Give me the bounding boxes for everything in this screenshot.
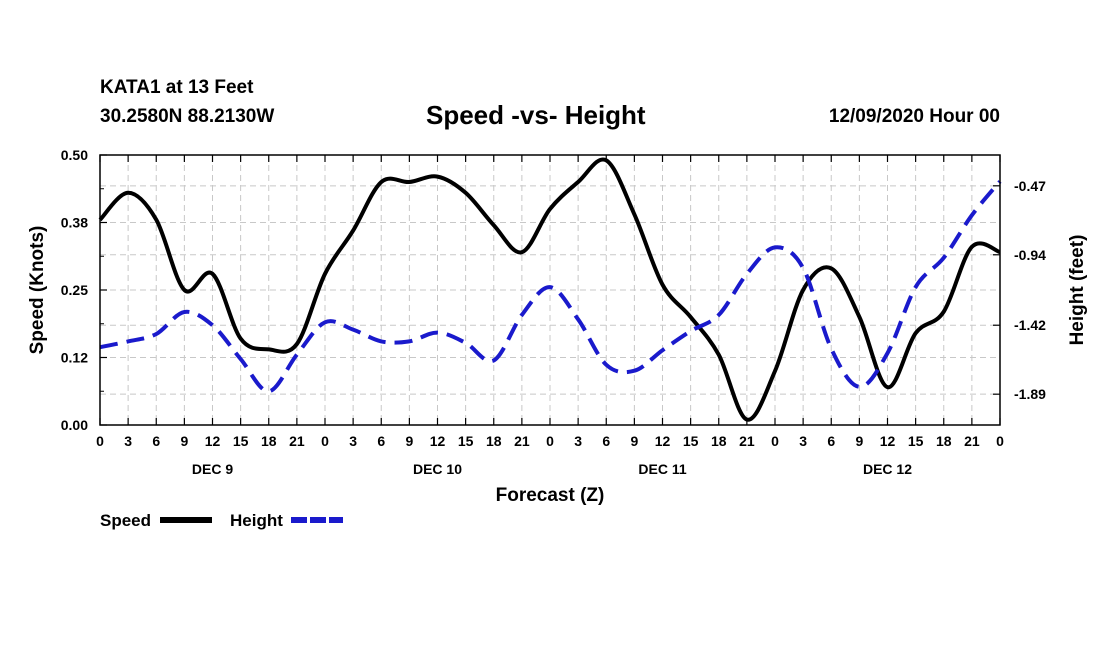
- frame-layer: [99, 154, 1001, 426]
- day-label: DEC 10: [413, 461, 462, 477]
- x-tick-label: 0: [546, 433, 554, 449]
- y-axis-title-left: Speed (Knots): [27, 226, 48, 355]
- y-tick-label-left: 0.12: [61, 350, 88, 366]
- series-layer: [98, 157, 1002, 422]
- x-tick-label: 9: [630, 433, 638, 449]
- y-tick-label-right: -1.89: [1014, 386, 1046, 402]
- x-tick-label: 18: [711, 433, 727, 449]
- x-axis-title: Forecast (Z): [496, 485, 605, 506]
- x-tick-label: 0: [96, 433, 104, 449]
- y-tick-label-right: -0.94: [1014, 247, 1046, 263]
- x-tick-label: 12: [205, 433, 221, 449]
- station-label: KATA1 at 13 Feet: [100, 77, 254, 98]
- x-tick-label: 9: [855, 433, 863, 449]
- y-tick-label-left: 0.50: [61, 147, 88, 163]
- datetime-label: 12/09/2020 Hour 00: [828, 106, 1000, 127]
- series-line-height: [99, 180, 1002, 394]
- x-tick-label: 15: [683, 433, 699, 449]
- x-tick-label: 0: [996, 433, 1004, 449]
- location-label: 30.2580N 88.2130W: [100, 106, 275, 127]
- y-tick-label-left: 0.00: [61, 417, 88, 433]
- x-tick-label: 18: [261, 433, 277, 449]
- x-tick-label: 6: [152, 433, 160, 449]
- x-tick-label: 15: [458, 433, 474, 449]
- x-tick-label: 21: [289, 433, 305, 449]
- x-tick-label: 3: [124, 433, 132, 449]
- day-label: DEC 11: [638, 461, 686, 477]
- x-tick-label: 18: [486, 433, 502, 449]
- x-tick-label: 15: [233, 433, 249, 449]
- x-tick-label: 12: [430, 433, 446, 449]
- legend-label-speed: Speed: [100, 511, 151, 530]
- x-tick-label: 18: [936, 433, 952, 449]
- text-layer: 0 3 6 9 12 15 18 21 0 3 6 9 12 15 18 21 0 3 6 9 12 15 18 21 0 3 6 9…: [27, 147, 1088, 506]
- chart-title: Speed -vs- Height: [426, 100, 646, 130]
- legend: Speed Height: [100, 511, 343, 530]
- x-tick-label: 6: [377, 433, 385, 449]
- x-tick-label: 21: [514, 433, 530, 449]
- grid-layer: [100, 155, 1000, 425]
- x-tick-label: 6: [602, 433, 610, 449]
- series-line-speed: [98, 157, 1001, 422]
- x-tick-label: 12: [655, 433, 671, 449]
- x-tick-label: 21: [739, 433, 755, 449]
- y-tick-label-right: -1.42: [1014, 317, 1046, 333]
- x-tick-label: 3: [349, 433, 357, 449]
- legend-label-height: Height: [230, 511, 283, 530]
- x-tick-label: 3: [574, 433, 582, 449]
- x-tick-label: 15: [908, 433, 924, 449]
- x-tick-label: 6: [827, 433, 835, 449]
- x-tick-label: 21: [964, 433, 980, 449]
- x-tick-label: 9: [405, 433, 413, 449]
- day-label: DEC 12: [863, 461, 912, 477]
- day-label: DEC 9: [192, 461, 233, 477]
- x-tick-label: 0: [321, 433, 329, 449]
- y-axis-title-right: Height (feet): [1067, 235, 1088, 346]
- x-tick-label: 0: [771, 433, 779, 449]
- x-tick-label: 12: [880, 433, 896, 449]
- y-tick-label-left: 0.38: [61, 215, 88, 231]
- y-tick-label-right: -0.47: [1014, 178, 1046, 194]
- x-tick-label: 9: [180, 433, 188, 449]
- x-tick-label: 3: [799, 433, 807, 449]
- y-tick-label-left: 0.25: [61, 282, 88, 298]
